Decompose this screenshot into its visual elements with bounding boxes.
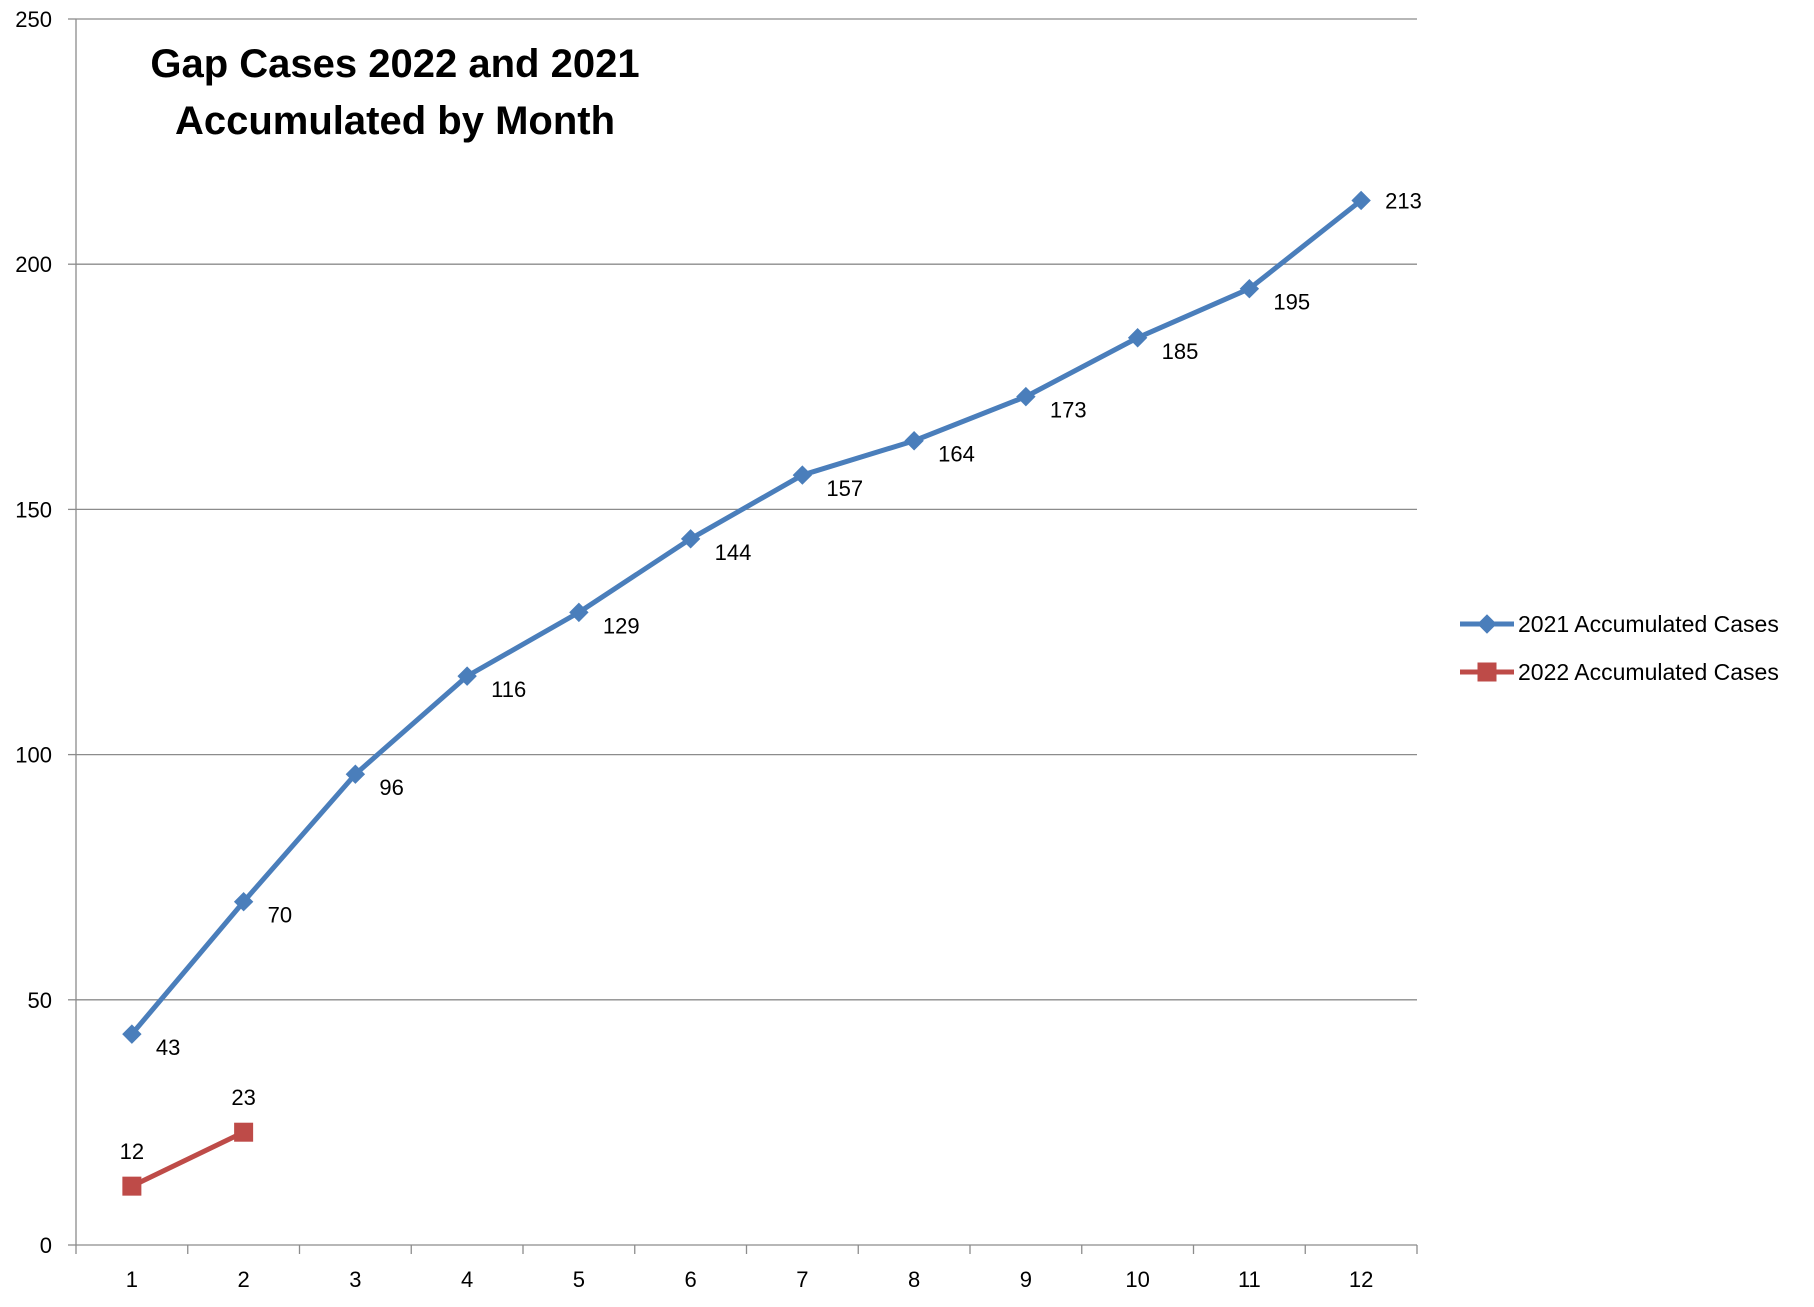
data-label: 185 [1162,339,1199,364]
data-point [122,1024,142,1044]
data-point [345,764,366,784]
legend-item: 2022 Accumulated Cases [1460,659,1779,685]
series-line [130,1129,245,1189]
y-tick-label: 250 [15,7,52,32]
y-tick-label: 50 [28,988,52,1013]
y-tick-label: 100 [15,743,52,768]
data-label: 96 [379,775,403,800]
chart-title-line-2: Accumulated by Month [175,99,615,143]
data-point [122,1176,142,1196]
y-tick-label: 0 [40,1233,52,1258]
x-tick-label: 8 [908,1267,920,1292]
x-tick-label: 5 [573,1267,585,1292]
series-2021 [122,190,1371,1044]
legend-label: 2022 Accumulated Cases [1518,659,1779,685]
x-tick-label: 3 [349,1267,361,1292]
data-point [233,892,254,912]
x-tick-label: 7 [796,1267,808,1292]
data-label: 213 [1385,188,1422,213]
series-2022 [122,1122,254,1196]
x-tick-label: 10 [1125,1267,1149,1292]
x-tick-label: 6 [685,1267,697,1292]
x-tick-label: 11 [1238,1267,1261,1292]
data-labels: 43 70 96 116 129 144 157 164 173 185 195 213 12 23 [120,188,1422,1164]
data-point [1351,190,1371,211]
y-tick-label: 200 [15,252,52,277]
chart-title-line-1: Gap Cases 2022 and 2021 [150,42,639,86]
x-tick-label: 9 [1020,1267,1032,1292]
legend-label: 2021 Accumulated Cases [1518,611,1779,637]
x-tick-label: 4 [461,1267,473,1292]
series-layer [122,190,1371,1196]
data-label: 195 [1273,290,1310,315]
data-label: 12 [120,1139,144,1164]
data-point [792,465,813,485]
data-point [1239,279,1260,299]
legend-item: 2021 Accumulated Cases [1460,611,1779,637]
data-label: 164 [938,442,975,467]
data-point [1016,386,1036,407]
data-point [1127,328,1148,348]
data-label: 173 [1050,398,1087,423]
legend-marker [1477,614,1497,634]
data-label: 144 [715,540,752,565]
legend-marker [1477,662,1497,682]
data-label: 157 [826,476,863,501]
data-point [680,529,701,549]
data-label: 43 [156,1035,180,1060]
x-tick-label: 1 [126,1267,138,1292]
data-point [569,602,589,623]
legend: 2021 Accumulated Cases 2022 Accumulated C… [1460,611,1779,685]
data-point [904,431,924,451]
data-label: 116 [491,677,526,702]
data-point [234,1122,254,1142]
x-tick-label: 2 [238,1267,250,1292]
data-label: 23 [231,1085,255,1110]
data-label: 70 [268,903,292,928]
series-line [129,198,1363,1036]
y-tick-label: 150 [15,497,52,522]
data-label: 129 [603,613,640,638]
data-point [457,666,477,686]
x-tick-label: 12 [1349,1267,1373,1292]
